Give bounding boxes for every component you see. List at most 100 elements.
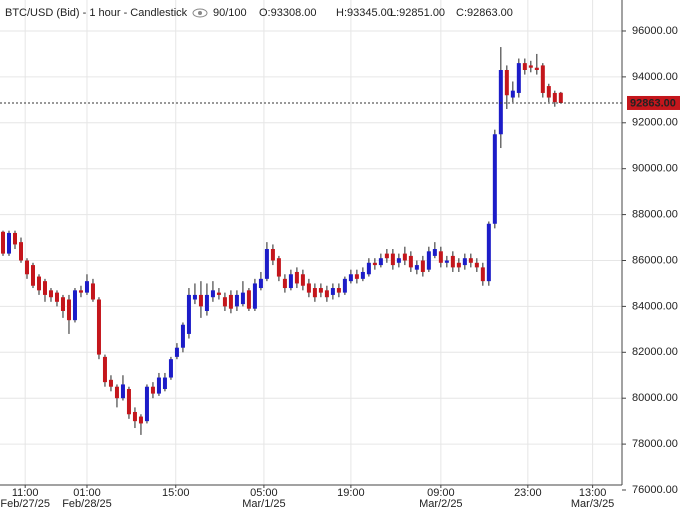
candle-body — [240, 292, 245, 305]
x-date-label: Mar/2/25 — [419, 498, 462, 509]
y-tick-label: 92000.00 — [632, 117, 678, 129]
candle-body — [54, 292, 59, 302]
candle-body — [312, 288, 317, 298]
candle-body — [216, 292, 221, 295]
x-tick-label: 11:00 — [12, 487, 39, 499]
candle-body — [270, 249, 275, 261]
candle-body — [222, 297, 227, 307]
y-tick-label: 76000.00 — [632, 484, 678, 496]
chart-title: BTC/USD (Bid) - 1 hour - Candlestick — [5, 7, 188, 19]
candle-body — [120, 384, 125, 399]
y-tick-label: 82000.00 — [632, 346, 678, 358]
x-date-label: Feb/27/25 — [0, 498, 50, 509]
y-tick-label: 94000.00 — [632, 71, 678, 83]
header-close: C:92863.00 — [456, 7, 513, 19]
candle-body — [528, 65, 533, 68]
candle-body — [24, 260, 29, 275]
candle-body — [456, 262, 461, 268]
candle-body — [432, 249, 437, 256]
candle-body — [180, 324, 185, 348]
candle-body — [534, 67, 539, 70]
candle-body — [390, 253, 395, 266]
candle-body — [0, 231, 5, 254]
candle-body — [474, 262, 479, 268]
candle-body — [96, 299, 101, 355]
candle-body — [138, 416, 143, 424]
x-tick-label: 01:00 — [73, 487, 101, 499]
x-tick-label: 15:00 — [162, 487, 190, 499]
candle-body — [228, 294, 233, 309]
candle-body — [450, 255, 455, 268]
candle-body — [306, 283, 311, 293]
candle-body — [36, 276, 41, 291]
candle-body — [114, 386, 119, 399]
candle-body — [480, 267, 485, 282]
candle-body — [186, 294, 191, 334]
candle-body — [504, 70, 509, 96]
candle-body — [318, 288, 323, 293]
x-date-label: Mar/1/25 — [242, 498, 285, 509]
candle-body — [150, 386, 155, 394]
candle-body — [366, 262, 371, 275]
candle-body — [192, 294, 197, 300]
candle-body — [372, 262, 377, 266]
candle-body — [546, 86, 551, 98]
candle-body — [354, 274, 359, 279]
eye-icon[interactable] — [192, 8, 208, 18]
x-tick-label: 13:00 — [579, 487, 607, 499]
candle-body — [156, 377, 161, 394]
candle-body — [108, 379, 113, 387]
zoom-level: 90/100 — [213, 7, 247, 19]
candle-body — [468, 258, 473, 263]
candle-body — [486, 223, 491, 282]
candle-body — [6, 232, 11, 254]
candle-body — [132, 411, 137, 422]
candle-body — [66, 299, 71, 321]
candle-body — [210, 290, 215, 298]
candle-body — [102, 356, 107, 383]
candle-body — [288, 274, 293, 289]
candle-body — [276, 258, 281, 277]
candle-body — [48, 290, 53, 298]
candle-body — [258, 278, 263, 289]
candle-body — [558, 92, 563, 103]
candle-body — [396, 258, 401, 263]
candle-body — [78, 290, 83, 293]
x-tick-label: 23:00 — [514, 487, 542, 499]
last-price-box — [627, 95, 680, 110]
candle-body — [84, 281, 89, 293]
candle-body — [498, 70, 503, 135]
candle-body — [126, 389, 131, 415]
x-tick-label: 19:00 — [337, 487, 365, 499]
candle-body — [402, 253, 407, 261]
candle-body — [252, 283, 257, 309]
candle-body — [360, 271, 365, 279]
candle-body — [510, 90, 515, 98]
x-date-label: Feb/28/25 — [62, 498, 112, 509]
candle-body — [324, 290, 329, 298]
y-tick-label: 86000.00 — [632, 254, 678, 266]
y-tick-label: 90000.00 — [632, 163, 678, 175]
x-date-label: Mar/3/25 — [571, 498, 614, 509]
candle-body — [342, 278, 347, 293]
candle-body — [30, 265, 35, 286]
candle-body — [282, 278, 287, 289]
candle-body — [90, 283, 95, 300]
candle-body — [330, 288, 335, 295]
candle-body — [42, 281, 47, 295]
candle-body — [516, 63, 521, 93]
candle-body — [12, 232, 17, 245]
y-tick-label: 80000.00 — [632, 392, 678, 404]
candle-body — [444, 260, 449, 263]
y-tick-label: 96000.00 — [632, 25, 678, 37]
header-high: H:93345.00 — [336, 7, 393, 19]
candle-body — [294, 271, 299, 284]
candle-body — [264, 249, 269, 279]
candle-body — [426, 251, 431, 270]
y-tick-label: 88000.00 — [632, 208, 678, 220]
candle-body — [414, 265, 419, 270]
candle-body — [72, 290, 77, 321]
candle-body — [144, 386, 149, 422]
